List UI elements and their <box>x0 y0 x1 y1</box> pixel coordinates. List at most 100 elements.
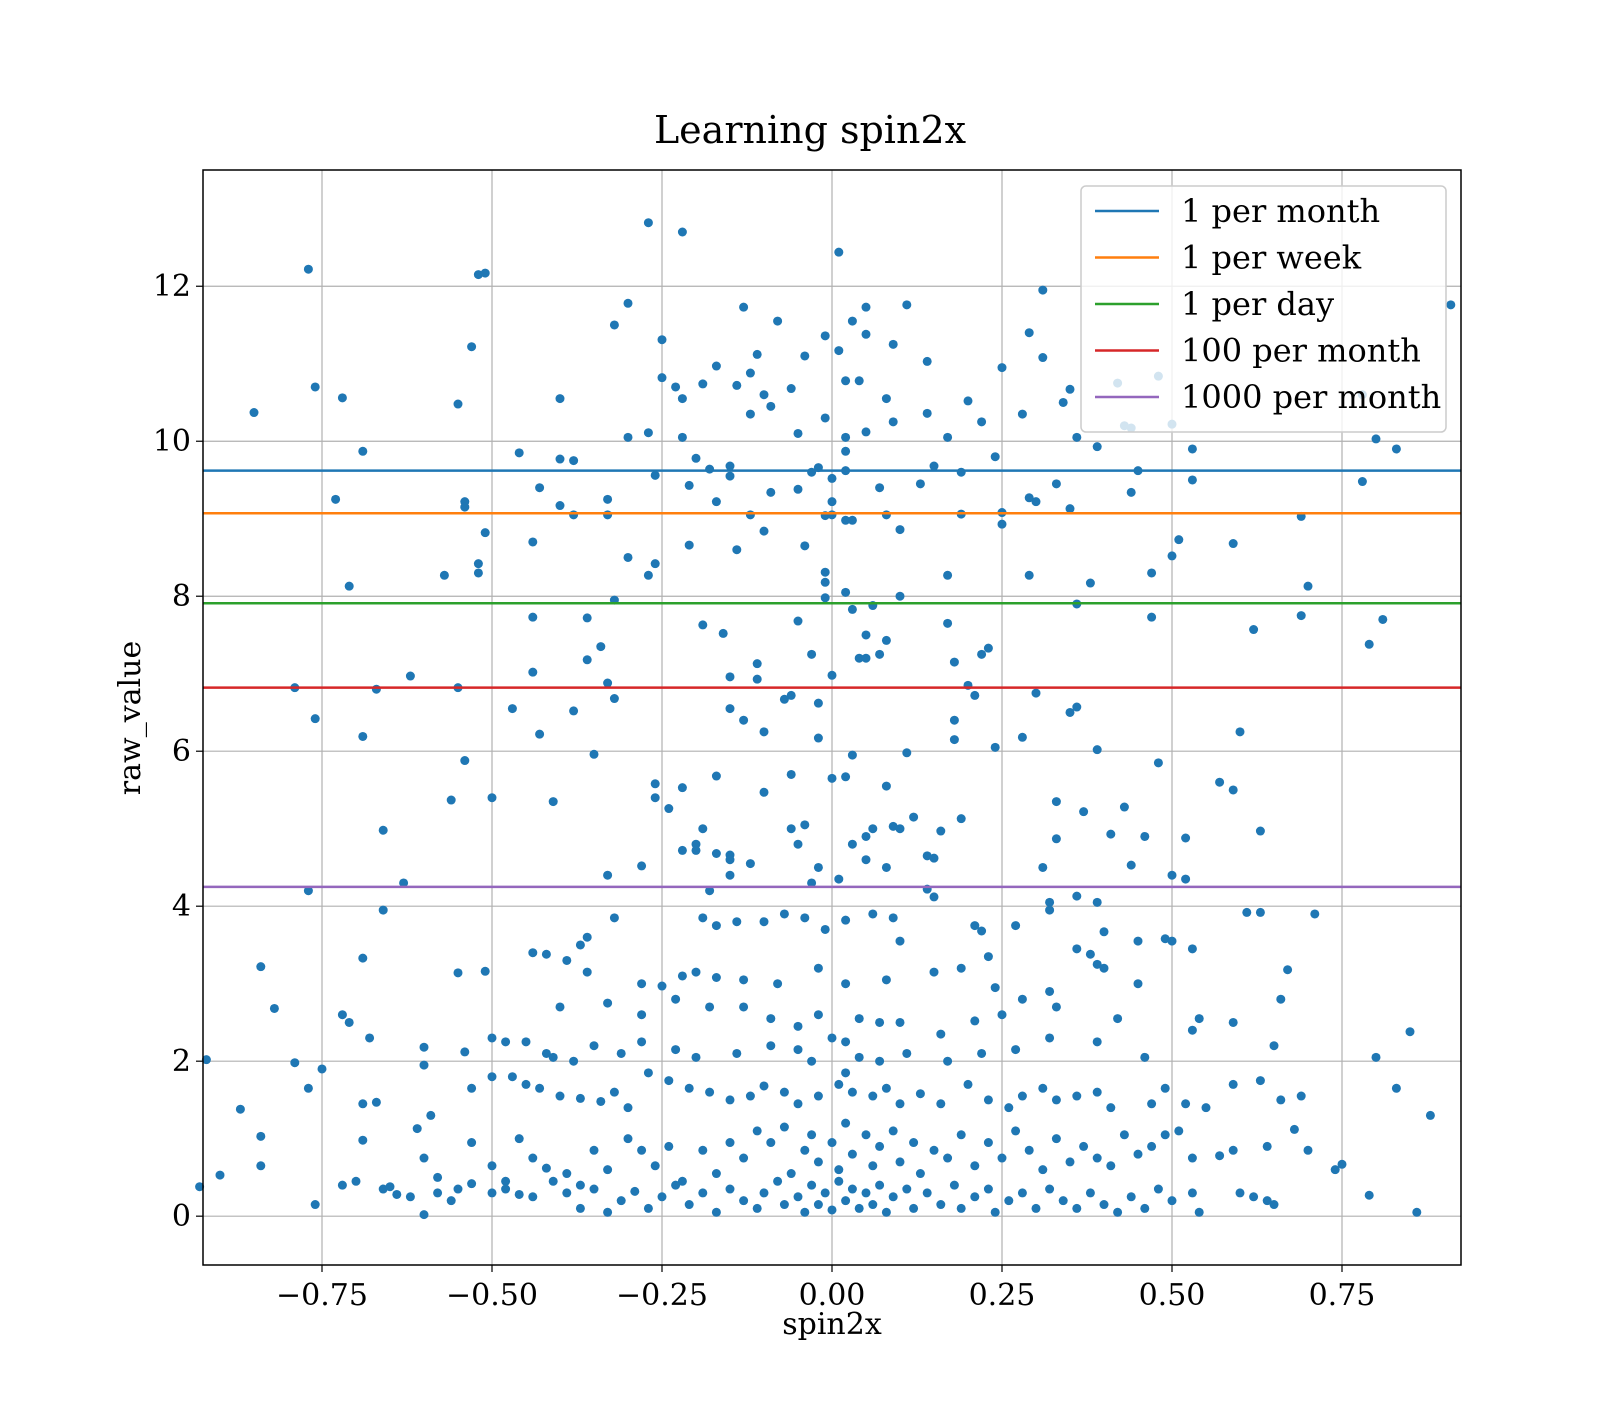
data-point <box>881 1207 891 1217</box>
data-point <box>1106 829 1116 839</box>
data-point <box>487 793 497 803</box>
data-point <box>1303 581 1313 591</box>
data-point <box>881 975 891 985</box>
data-point <box>888 913 898 923</box>
data-point <box>854 376 864 386</box>
data-point <box>514 1189 524 1199</box>
data-point <box>1303 1145 1313 1155</box>
data-point <box>677 227 687 237</box>
data-point <box>949 715 959 725</box>
data-point <box>453 1184 463 1194</box>
data-point <box>888 1192 898 1202</box>
data-point <box>1065 707 1075 717</box>
data-point <box>929 853 939 863</box>
data-point <box>773 316 783 326</box>
data-point <box>446 1196 456 1206</box>
data-point <box>589 1145 599 1155</box>
data-point <box>453 968 463 978</box>
data-point <box>711 1207 721 1217</box>
data-point <box>834 874 844 884</box>
data-point <box>1283 965 1293 975</box>
data-point <box>439 570 449 580</box>
data-point <box>745 1091 755 1101</box>
data-point <box>684 540 694 550</box>
data-point <box>739 975 749 985</box>
data-point <box>419 1153 429 1163</box>
data-point <box>1058 397 1068 407</box>
data-point <box>419 1042 429 1052</box>
data-point <box>779 909 789 919</box>
data-point <box>813 862 823 872</box>
data-point <box>650 1161 660 1171</box>
data-point <box>759 1081 769 1091</box>
data-point <box>1011 1126 1021 1136</box>
data-point <box>820 593 830 603</box>
data-point <box>868 1161 878 1171</box>
data-point <box>562 1188 572 1198</box>
data-point <box>820 577 830 587</box>
data-point <box>596 642 606 652</box>
data-point <box>623 298 633 308</box>
data-point <box>303 1083 313 1093</box>
data-point <box>1187 1153 1197 1163</box>
data-point <box>1228 539 1238 549</box>
data-point <box>943 618 953 628</box>
data-point <box>1228 1017 1238 1027</box>
data-point <box>841 515 851 525</box>
data-point <box>841 1068 851 1078</box>
data-point <box>269 1003 279 1013</box>
x-tick-label: −0.75 <box>276 1278 368 1313</box>
data-point <box>786 824 796 834</box>
data-point <box>841 432 851 442</box>
data-point <box>827 510 837 520</box>
data-point <box>943 1153 953 1163</box>
data-point <box>847 1149 857 1159</box>
data-point <box>1181 1099 1191 1109</box>
data-point <box>1235 1188 1245 1198</box>
data-point <box>637 1037 647 1047</box>
data-point <box>1167 936 1177 946</box>
data-point <box>834 247 844 257</box>
data-point <box>433 1172 443 1182</box>
data-point <box>310 714 320 724</box>
data-point <box>834 346 844 356</box>
data-point <box>868 909 878 919</box>
data-point <box>1072 1091 1082 1101</box>
data-point <box>786 384 796 394</box>
data-point <box>1446 300 1456 310</box>
data-point <box>718 628 728 638</box>
x-tick-label: −0.50 <box>446 1278 538 1313</box>
data-point <box>977 926 987 936</box>
data-point <box>868 1200 878 1210</box>
data-point <box>575 1093 585 1103</box>
data-point <box>1160 934 1170 944</box>
data-point <box>725 1095 735 1105</box>
data-point <box>1085 578 1095 588</box>
data-point <box>426 1110 436 1120</box>
data-point <box>1017 994 1027 1004</box>
data-point <box>344 1017 354 1027</box>
data-point <box>535 483 545 493</box>
data-point <box>684 1200 694 1210</box>
data-point <box>677 394 687 404</box>
legend-items: 1 per month 1 per week 1 per day 100 per mo… <box>1095 192 1441 416</box>
data-point <box>1085 1188 1095 1198</box>
data-point <box>1079 807 1089 817</box>
data-point <box>1126 1192 1136 1202</box>
data-point <box>943 432 953 442</box>
data-point <box>677 845 687 855</box>
data-point <box>1106 1161 1116 1171</box>
data-point <box>1126 860 1136 870</box>
data-point <box>820 1188 830 1198</box>
data-point <box>623 1103 633 1113</box>
data-point <box>739 1196 749 1206</box>
data-point <box>739 302 749 312</box>
data-point <box>800 820 810 830</box>
data-point <box>793 1099 803 1109</box>
data-point <box>1038 1165 1048 1175</box>
x-tick-label: 0.75 <box>1309 1278 1376 1313</box>
data-point <box>643 1068 653 1078</box>
threshold-line-layer <box>203 469 1461 889</box>
data-point <box>664 804 674 814</box>
